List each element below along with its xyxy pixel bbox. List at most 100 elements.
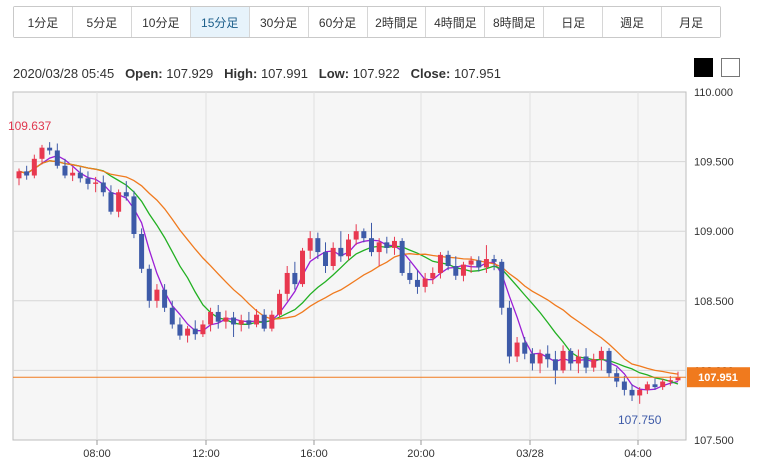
close-label: Close:	[410, 66, 451, 81]
candle-body	[453, 266, 459, 276]
tab-2[interactable]: 10分足	[131, 7, 191, 37]
candle-body	[177, 324, 183, 336]
low-marker-label: 107.750	[618, 413, 662, 427]
candle-body	[575, 356, 581, 364]
ma-slow-line	[18, 160, 679, 375]
candle-body	[430, 272, 436, 279]
candle-body	[300, 250, 306, 285]
candle-body	[368, 238, 374, 253]
candle-body	[215, 311, 221, 322]
candle-body	[284, 272, 290, 294]
candle-body	[629, 389, 635, 396]
tab-5[interactable]: 60分足	[308, 7, 368, 37]
candle-body	[100, 182, 106, 193]
tab-11[interactable]: 月足	[662, 7, 721, 37]
candle-body	[560, 350, 566, 371]
candle-body	[414, 279, 420, 287]
candle-body	[16, 171, 22, 179]
candle-body	[422, 278, 428, 287]
high-label: High:	[224, 66, 258, 81]
candle-body	[39, 147, 45, 159]
candle-body	[537, 353, 543, 364]
candle-body	[70, 172, 76, 176]
ohlc-readout: 2020/03/28 05:45 Open: 107.929 High: 107…	[13, 66, 501, 81]
candle-body	[407, 272, 413, 280]
candle-body	[162, 289, 168, 308]
candle-body	[399, 240, 405, 273]
low-value: 107.922	[352, 66, 400, 81]
candle-body	[254, 314, 260, 325]
y-tick-label: 107.500	[694, 435, 734, 447]
candle-body	[346, 239, 351, 257]
tab-3[interactable]: 15分足	[190, 7, 250, 37]
y-tick-label: 108.500	[694, 296, 734, 308]
current-price-tag	[687, 367, 750, 388]
x-tick-label: 16:00	[300, 448, 328, 460]
candle-body	[644, 384, 650, 390]
tab-0[interactable]: 1分足	[14, 7, 73, 37]
candle-body	[660, 381, 666, 388]
candle-body	[529, 353, 535, 364]
candle-body	[277, 293, 283, 315]
candle-body	[307, 238, 313, 251]
candle-body	[54, 150, 60, 166]
y-tick-label: 109.500	[694, 157, 734, 169]
candle-body	[185, 328, 191, 336]
candle-body	[353, 231, 359, 240]
candle-body	[24, 171, 30, 176]
candle-body	[200, 324, 206, 335]
candle-body	[108, 192, 114, 212]
candle-body	[637, 389, 643, 396]
tab-8[interactable]: 8時間足	[485, 7, 545, 37]
open-value: 107.929	[166, 66, 214, 81]
tab-10[interactable]: 週足	[603, 7, 663, 37]
dark-theme-button[interactable]	[694, 58, 713, 77]
candle-body	[491, 259, 497, 262]
candle-body	[238, 320, 244, 325]
close-value: 107.951	[453, 66, 501, 81]
candle-body	[139, 233, 145, 269]
tab-6[interactable]: 2時間足	[367, 7, 427, 37]
candle-body	[223, 317, 229, 322]
candle-body	[208, 311, 214, 325]
candle-body	[231, 317, 237, 325]
candle-body	[323, 252, 329, 266]
candle-body	[31, 158, 37, 176]
candle-body	[93, 182, 99, 184]
candle-body	[545, 353, 551, 360]
tab-4[interactable]: 30分足	[249, 7, 309, 37]
candle-body	[598, 350, 604, 360]
candle-body	[499, 261, 505, 308]
candle-body	[384, 242, 390, 248]
candle-body	[47, 147, 53, 151]
candle-body	[338, 247, 344, 257]
open-label: Open:	[125, 66, 163, 81]
candle-body	[192, 328, 198, 335]
candle-body	[261, 314, 267, 329]
candle-body	[583, 356, 589, 368]
light-theme-button[interactable]	[721, 58, 740, 77]
candle-body	[552, 359, 558, 371]
candle-body	[77, 172, 83, 179]
y-tick-label: 109.000	[694, 226, 734, 238]
candle-body	[146, 268, 152, 301]
candle-body	[468, 260, 474, 265]
candle-body	[116, 192, 122, 212]
candle-body	[483, 259, 489, 268]
candle-body	[675, 377, 681, 381]
candle-body	[391, 240, 397, 248]
y-tick-label: 110.000	[694, 87, 733, 99]
plot-area	[12, 91, 687, 441]
x-tick-label: 08:00	[83, 448, 111, 460]
candle-body	[445, 254, 451, 266]
x-tick-label: 04:00	[624, 448, 652, 460]
candle-body	[123, 192, 129, 197]
tab-9[interactable]: 日足	[544, 7, 604, 37]
high-value: 107.991	[260, 66, 308, 81]
candle-body	[330, 247, 336, 266]
candle-body	[62, 165, 68, 176]
tab-7[interactable]: 4時間足	[426, 7, 486, 37]
candle-body	[437, 254, 443, 273]
tab-1[interactable]: 5分足	[72, 7, 132, 37]
candle-body	[606, 350, 612, 374]
